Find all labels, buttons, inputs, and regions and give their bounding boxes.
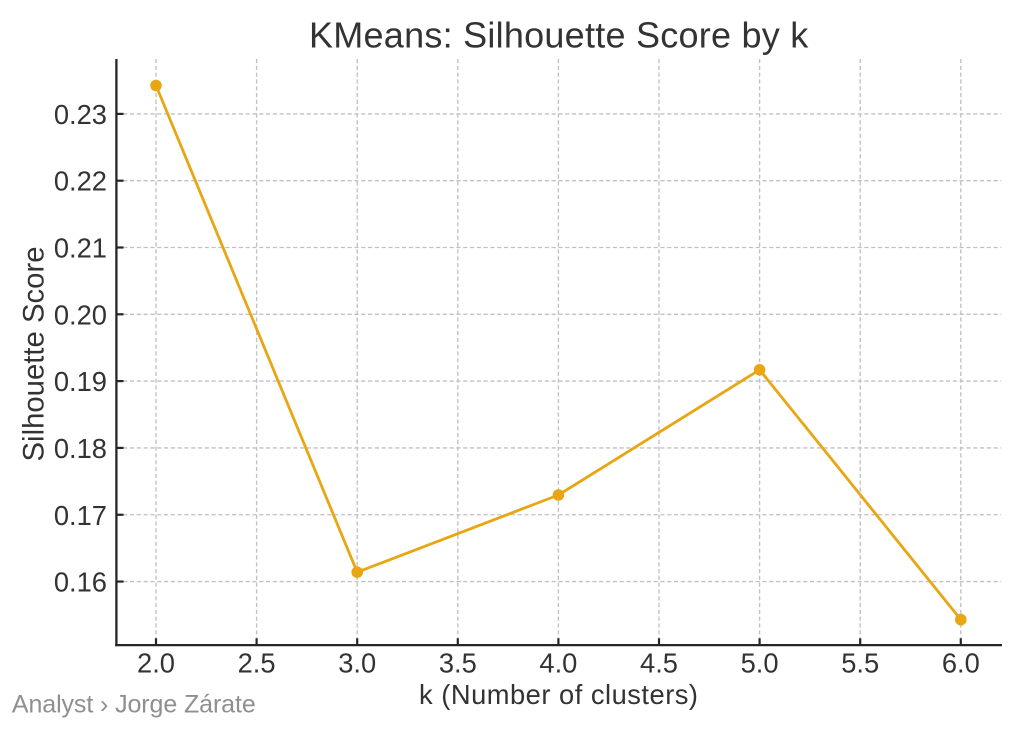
svg-text:2.0: 2.0 bbox=[137, 647, 175, 678]
svg-text:Silhouette Score: Silhouette Score bbox=[18, 247, 51, 462]
svg-text:0.22: 0.22 bbox=[54, 166, 107, 197]
svg-text:0.16: 0.16 bbox=[54, 567, 107, 598]
svg-text:Analyst › Jorge Zárate: Analyst › Jorge Zárate bbox=[12, 691, 256, 719]
svg-text:0.20: 0.20 bbox=[54, 299, 107, 330]
svg-text:0.23: 0.23 bbox=[54, 99, 107, 130]
svg-text:5.5: 5.5 bbox=[841, 647, 879, 678]
svg-text:4.5: 4.5 bbox=[640, 647, 678, 678]
svg-text:0.19: 0.19 bbox=[54, 366, 107, 397]
svg-text:KMeans: Silhouette Score by k: KMeans: Silhouette Score by k bbox=[309, 14, 809, 55]
svg-text:0.18: 0.18 bbox=[54, 433, 107, 464]
svg-text:k (Number of clusters): k (Number of clusters) bbox=[419, 679, 698, 710]
svg-text:3.0: 3.0 bbox=[338, 647, 376, 678]
svg-text:0.17: 0.17 bbox=[54, 500, 107, 531]
svg-text:3.5: 3.5 bbox=[439, 647, 477, 678]
svg-text:4.0: 4.0 bbox=[539, 647, 577, 678]
svg-text:0.21: 0.21 bbox=[54, 233, 107, 264]
svg-text:5.0: 5.0 bbox=[741, 647, 779, 678]
svg-text:2.5: 2.5 bbox=[238, 647, 276, 678]
svg-text:6.0: 6.0 bbox=[942, 647, 980, 678]
